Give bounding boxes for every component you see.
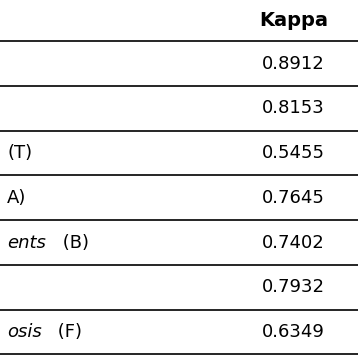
Text: (B): (B) (57, 233, 90, 252)
Text: 0.7645: 0.7645 (262, 189, 325, 207)
Text: 0.7932: 0.7932 (262, 278, 325, 296)
Text: 0.6349: 0.6349 (262, 323, 325, 341)
Text: 0.5455: 0.5455 (262, 144, 325, 162)
Text: (F): (F) (52, 323, 82, 341)
Text: A): A) (7, 189, 26, 207)
Text: ents: ents (7, 233, 46, 252)
Text: 0.7402: 0.7402 (262, 233, 325, 252)
Text: 0.8912: 0.8912 (262, 54, 325, 73)
Text: osis: osis (7, 323, 42, 341)
Text: (T): (T) (7, 144, 32, 162)
Text: 0.8153: 0.8153 (262, 99, 325, 117)
Text: Kappa: Kappa (259, 11, 328, 30)
